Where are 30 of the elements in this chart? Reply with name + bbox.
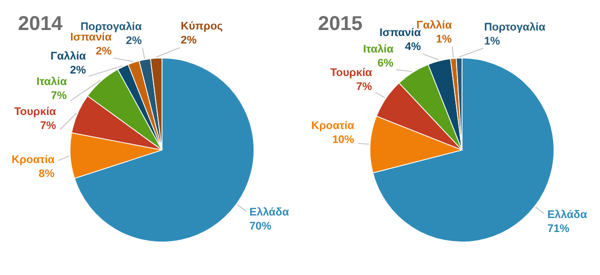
slice-label: Τουρκία (14, 106, 56, 118)
chart-title: 2014 (18, 13, 64, 35)
data-label: 7% (50, 90, 68, 102)
data-label: 4% (404, 41, 422, 54)
data-label: 6% (378, 58, 394, 70)
data-label: 71% (547, 223, 570, 236)
data-label: 1% (436, 33, 452, 46)
slice-label: Πορτογαλία (484, 21, 546, 34)
data-label: 1% (484, 35, 500, 48)
data-label: 70% (249, 220, 272, 232)
chart-title: 2015 (318, 13, 362, 35)
slice-label: Ελλάδα (547, 209, 588, 222)
data-label: 2% (126, 34, 142, 47)
data-label: 10% (332, 134, 354, 146)
data-label: 2% (96, 45, 112, 58)
data-label: 8% (38, 168, 55, 180)
slice-label: Κροατία (311, 120, 354, 132)
slice-label: Κροατία (12, 154, 55, 166)
slice-label: Ελλάδα (249, 206, 290, 218)
data-label: 7% (40, 120, 56, 132)
slice-label: Ισπανία (70, 31, 112, 44)
slice-label: Κύπρος (180, 20, 224, 33)
slice-label: Ιταλία (36, 76, 68, 88)
slice-label: Ιταλία (363, 44, 394, 56)
slice-label: Γαλλία (50, 50, 86, 62)
slice-label: Τουρκία (330, 67, 372, 80)
slice-label: Πορτογαλία (80, 20, 142, 33)
data-label: 2% (70, 64, 86, 76)
data-label: 2% (180, 34, 197, 47)
data-label: 7% (356, 81, 372, 94)
